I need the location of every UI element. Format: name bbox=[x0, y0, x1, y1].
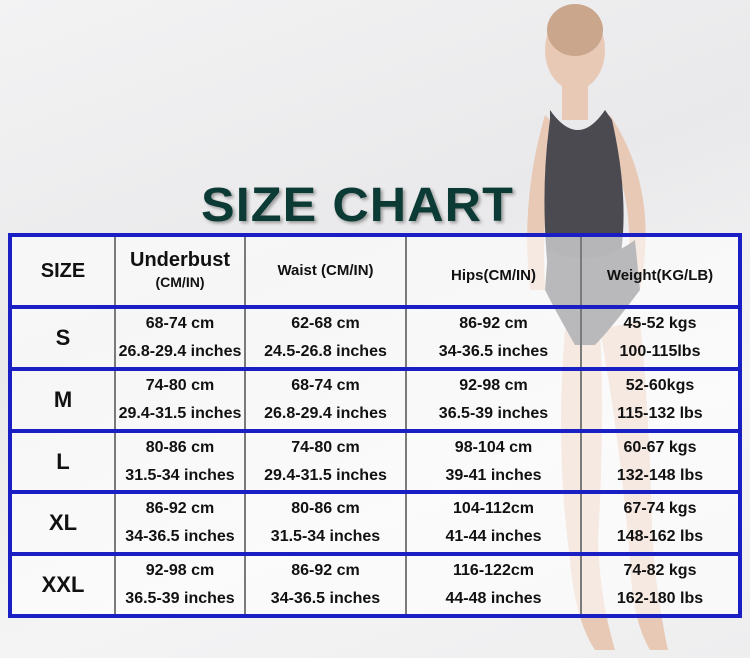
waist-cm: 80-86 cm bbox=[291, 500, 360, 518]
hips-cm: 104-112cm bbox=[453, 500, 534, 518]
size-cell: L bbox=[9, 428, 116, 495]
waist-inches: 34-36.5 inches bbox=[270, 590, 381, 608]
underbust-cm: 86-92 cm bbox=[145, 500, 215, 518]
waist-cell: 62-68 cm 24.5-26.8 inches bbox=[244, 305, 407, 371]
weight-cell: 74-82 kgs 162-180 lbs bbox=[580, 552, 741, 618]
weight-cell: 60-67 kgs 132-148 lbs bbox=[580, 428, 741, 495]
table-row: L 80-86 cm 31.5-34 inches 74-80 cm 29.4-31… bbox=[9, 428, 741, 495]
size-cell: S bbox=[9, 305, 116, 371]
underbust-cm: 92-98 cm bbox=[145, 562, 215, 580]
hips-inches: 34-36.5 inches bbox=[438, 342, 549, 360]
weight-kg: 60-67 kgs bbox=[623, 438, 697, 456]
waist-cell: 68-74 cm 26.8-29.4 inches bbox=[244, 366, 407, 433]
underbust-inches: 31.5-34 inches bbox=[125, 466, 235, 484]
waist-inches: 24.5-26.8 inches bbox=[264, 342, 387, 360]
table-row: M 74-80 cm 29.4-31.5 inches 68-74 cm 26.8-… bbox=[9, 366, 741, 433]
weight-lbs: 115-132 lbs bbox=[617, 404, 703, 422]
header-waist: Waist (CM/IN) bbox=[244, 232, 407, 310]
underbust-inches: 29.4-31.5 inches bbox=[118, 404, 242, 422]
hips-inches: 44-48 inches bbox=[445, 590, 542, 608]
header-row: SIZE Underbust (CM/IN) Waist (CM/IN) Hip… bbox=[9, 232, 741, 310]
weight-kg: 45-52 kgs bbox=[623, 314, 697, 332]
weight-kg: 74-82 kgs bbox=[623, 562, 697, 580]
hips-inches: 39-41 inches bbox=[445, 466, 542, 484]
underbust-inches: 36.5-39 inches bbox=[125, 590, 235, 608]
waist-inches: 26.8-29.4 inches bbox=[264, 404, 387, 422]
underbust-cm: 68-74 cm bbox=[145, 314, 215, 332]
hips-cm: 98-104 cm bbox=[454, 438, 533, 456]
weight-lbs: 148-162 lbs bbox=[616, 528, 704, 546]
waist-cm: 86-92 cm bbox=[291, 562, 360, 580]
header-underbust-unit: (CM/IN) bbox=[155, 274, 205, 291]
hips-inches: 41-44 inches bbox=[445, 528, 542, 546]
header-hips: Hips(CM/IN) bbox=[405, 232, 582, 310]
hips-cm: 116-122cm bbox=[453, 562, 534, 580]
underbust-cell: 68-74 cm 26.8-29.4 inches bbox=[114, 305, 246, 371]
hips-inches: 36.5-39 inches bbox=[438, 404, 549, 422]
table-row: S 68-74 cm 26.8-29.4 inches 62-68 cm 24.5-… bbox=[9, 305, 741, 371]
waist-cm: 68-74 cm bbox=[291, 376, 360, 394]
hips-cm: 92-98 cm bbox=[459, 376, 528, 394]
header-underbust-label: Underbust bbox=[130, 249, 230, 272]
weight-cell: 67-74 kgs 148-162 lbs bbox=[580, 490, 741, 557]
header-size: SIZE bbox=[9, 232, 116, 310]
weight-lbs: 100-115lbs bbox=[619, 342, 701, 360]
waist-cell: 80-86 cm 31.5-34 inches bbox=[244, 490, 407, 557]
underbust-cm: 80-86 cm bbox=[145, 438, 215, 456]
waist-cell: 86-92 cm 34-36.5 inches bbox=[244, 552, 407, 618]
weight-kg: 67-74 kgs bbox=[623, 500, 697, 518]
hips-cm: 86-92 cm bbox=[459, 314, 528, 332]
waist-inches: 31.5-34 inches bbox=[270, 528, 381, 546]
underbust-cell: 80-86 cm 31.5-34 inches bbox=[114, 428, 246, 495]
underbust-cell: 74-80 cm 29.4-31.5 inches bbox=[114, 366, 246, 433]
waist-cell: 74-80 cm 29.4-31.5 inches bbox=[244, 428, 407, 495]
hips-cell: 116-122cm 44-48 inches bbox=[405, 552, 582, 618]
waist-cm: 62-68 cm bbox=[291, 314, 360, 332]
weight-cell: 45-52 kgs 100-115lbs bbox=[580, 305, 741, 371]
table-row: XL 86-92 cm 34-36.5 inches 80-86 cm 31.5-3… bbox=[9, 490, 741, 557]
table-row: XXL 92-98 cm 36.5-39 inches 86-92 cm 34-36… bbox=[9, 552, 741, 618]
hips-cell: 98-104 cm 39-41 inches bbox=[405, 428, 582, 495]
underbust-cell: 92-98 cm 36.5-39 inches bbox=[114, 552, 246, 618]
weight-cell: 52-60kgs 115-132 lbs bbox=[580, 366, 741, 433]
waist-inches: 29.4-31.5 inches bbox=[264, 466, 387, 484]
weight-kg: 52-60kgs bbox=[625, 376, 695, 394]
chart-title: SIZE CHART bbox=[201, 179, 514, 232]
underbust-cm: 74-80 cm bbox=[145, 376, 215, 394]
underbust-cell: 86-92 cm 34-36.5 inches bbox=[114, 490, 246, 557]
header-underbust: Underbust (CM/IN) bbox=[114, 232, 246, 310]
underbust-inches: 34-36.5 inches bbox=[125, 528, 235, 546]
weight-lbs: 162-180 lbs bbox=[616, 590, 704, 608]
size-cell: XL bbox=[9, 490, 116, 557]
weight-lbs: 132-148 lbs bbox=[616, 466, 704, 484]
hips-cell: 92-98 cm 36.5-39 inches bbox=[405, 366, 582, 433]
hips-cell: 86-92 cm 34-36.5 inches bbox=[405, 305, 582, 371]
size-cell: XXL bbox=[9, 552, 116, 618]
underbust-inches: 26.8-29.4 inches bbox=[118, 342, 242, 360]
waist-cm: 74-80 cm bbox=[291, 438, 360, 456]
hips-cell: 104-112cm 41-44 inches bbox=[405, 490, 582, 557]
size-cell: M bbox=[9, 366, 116, 433]
header-weight: Weight(KG/LB) bbox=[580, 232, 741, 310]
size-chart-table: SIZE Underbust (CM/IN) Waist (CM/IN) Hip… bbox=[8, 232, 742, 618]
